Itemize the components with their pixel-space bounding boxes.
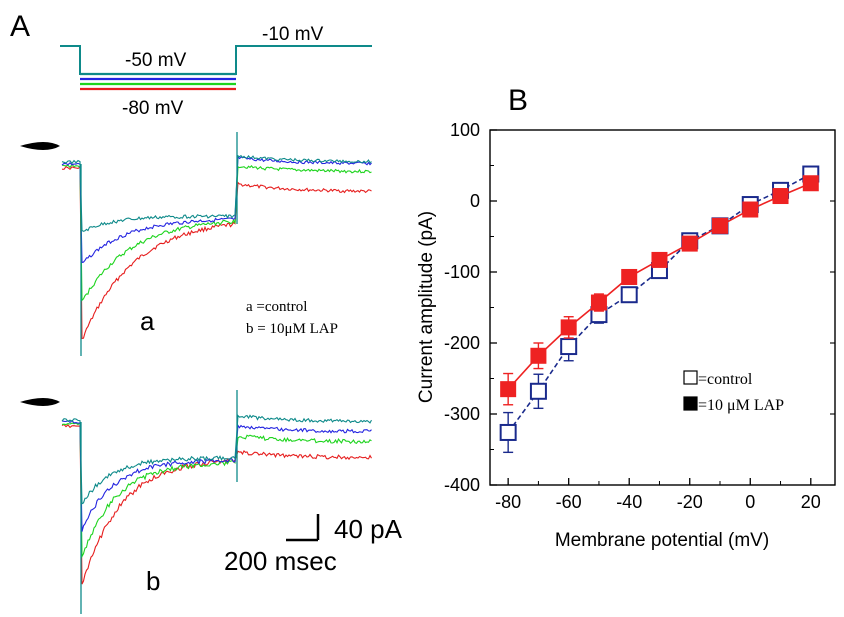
trace-b-label: b (146, 566, 160, 596)
hold-voltage-label: -10 mV (262, 24, 324, 45)
voltage-protocol: -10 mV -50 mV -80 mV (60, 24, 372, 119)
data-point (590, 294, 607, 311)
current-trace (61, 166, 372, 340)
data-point (772, 188, 789, 205)
data-point (530, 347, 547, 364)
data-point (560, 338, 578, 356)
current-trace (61, 419, 372, 532)
legend-marker-open (683, 370, 698, 385)
data-point (802, 175, 819, 192)
series-line (507, 182, 812, 390)
current-trace (61, 163, 372, 302)
y-tick-label: -200 (444, 333, 480, 353)
current-trace (61, 414, 372, 505)
step-top-label: -50 mV (125, 50, 187, 71)
y-tick-label: 100 (450, 120, 480, 140)
x-tick-label: -80 (495, 492, 521, 512)
data-point (500, 381, 517, 398)
series-line (507, 173, 812, 433)
data-point (742, 201, 759, 218)
legend-b-lap: b = 10μM LAP (246, 321, 338, 337)
trace-a-label: a (140, 306, 155, 336)
current-trace (61, 154, 372, 232)
data-point (529, 382, 547, 400)
current-traces-b (61, 390, 372, 614)
data-point (620, 286, 638, 304)
chart-legend: =control =10 μM LAP (683, 370, 784, 414)
x-tick-label: -60 (556, 492, 582, 512)
data-point (651, 251, 668, 268)
legend-a-control: a =control (246, 299, 307, 315)
y-tick-label: -100 (444, 262, 480, 282)
series-lap (500, 175, 819, 406)
data-point (560, 319, 577, 336)
current-trace (61, 155, 372, 264)
y-tick-label: 0 (470, 191, 480, 211)
arrowhead-b-icon (20, 398, 60, 406)
data-point (621, 268, 638, 285)
x-axis: -80 -60 -40 -20 0 20 (495, 478, 821, 512)
scale-current-label: 40 pA (334, 514, 403, 544)
y-axis-label: Current amplitude (pA) (416, 211, 437, 403)
scale-time-label: 200 msec (224, 546, 337, 576)
panel-a-label: A (10, 10, 30, 43)
panel-b-label: B (508, 84, 528, 117)
data-point (681, 235, 698, 252)
x-axis-label: Membrane potential (mV) (555, 530, 769, 551)
x-tick-label: -20 (677, 492, 703, 512)
y-tick-label: -400 (444, 475, 480, 495)
y-tick-label: -300 (444, 404, 480, 424)
x-tick-label: 20 (801, 492, 821, 512)
legend-entry: =control (698, 371, 753, 388)
legend-entry: =10 μM LAP (698, 397, 784, 414)
current-traces-a (61, 132, 372, 356)
scale-bar: 40 pA 200 msec (224, 514, 403, 576)
arrowhead-a-icon (20, 142, 60, 150)
data-point (712, 217, 728, 234)
legend-marker-filled (683, 396, 698, 411)
series-layer (499, 165, 820, 454)
x-tick-label: -40 (616, 492, 642, 512)
protocol-hold-line (60, 45, 372, 75)
current-trace (61, 422, 372, 559)
step-bottom-label: -80 mV (122, 98, 184, 119)
x-tick-label: 0 (745, 492, 755, 512)
current-trace (61, 423, 372, 585)
y-axis: 100 0 -100 -200 -300 -400 (444, 120, 835, 495)
data-point (499, 423, 517, 441)
